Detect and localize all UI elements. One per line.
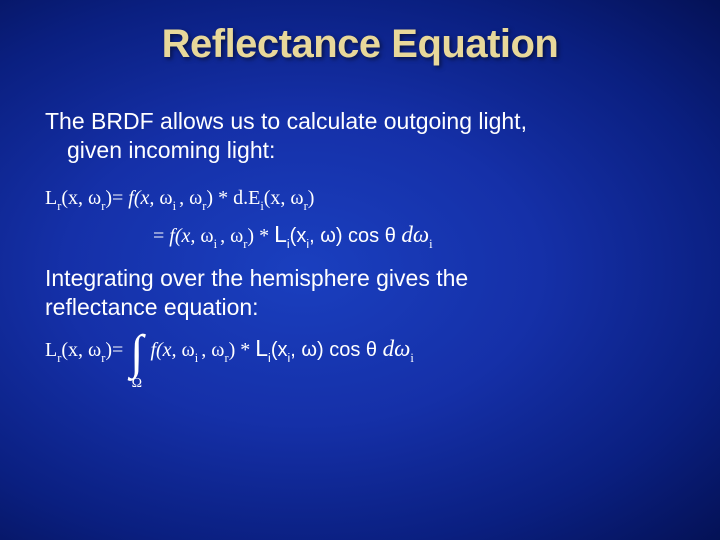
eq2-f-args-open: (x, <box>175 225 201 247</box>
eq3-L-sub: r <box>57 351 61 365</box>
eq2-cos: cos θ <box>348 225 401 247</box>
integral-icon: ∫Ω <box>130 335 143 382</box>
eq3-L: L <box>45 339 57 361</box>
slide: Reflectance Equation The BRDF allows us … <box>0 0 720 540</box>
eq3-omega-r: ω <box>211 339 224 361</box>
equation-1: Lr(x, ωr)= f(x, ωi , ωr) * d.Ei(x, ωr) <box>45 182 675 216</box>
eq3-domega: dω <box>383 336 411 361</box>
eq2-omega-r: ω <box>230 225 243 247</box>
eq1-comma: , <box>179 187 189 209</box>
intro-line-1: The BRDF allows us to calculate outgoing… <box>45 108 527 134</box>
eq3-close-star: ) * <box>229 339 256 361</box>
eq2-omega-i: ω <box>200 225 213 247</box>
eq1-dE-args-sub: r <box>304 199 308 213</box>
eq3-f-args-open: (x, <box>156 339 182 361</box>
eq2-Li-sub: i <box>287 237 290 251</box>
eq1-dE: d.E <box>233 187 260 209</box>
slide-title: Reflectance Equation <box>0 0 720 67</box>
eq3-domega-sub: i <box>410 351 413 365</box>
eq1-close-star: ) * <box>206 187 233 209</box>
eq3-Li-args-rest: , ω) <box>290 339 329 361</box>
eq1-r-sub: r <box>202 199 206 213</box>
eq2-comma: , <box>220 225 230 247</box>
integral-domain: Ω <box>132 379 142 390</box>
eq1-i-sub: i <box>173 199 180 213</box>
eq3-cos: cos θ <box>329 339 382 361</box>
intro-text: The BRDF allows us to calculate outgoing… <box>45 107 675 166</box>
mid-line-1: Integrating over the hemisphere gives th… <box>45 265 468 291</box>
eq3-Li-args-sub: i <box>287 351 290 365</box>
eq2-r-sub: r <box>243 237 247 251</box>
integral-sign: ∫ <box>130 335 143 371</box>
intro-line-2: given incoming light: <box>45 137 275 163</box>
eq2-Li-args-sub: i <box>306 237 309 251</box>
eq1-dE-close: ) <box>308 187 315 209</box>
eq2-Li: L <box>274 221 287 247</box>
eq1-dE-args: (x, ω <box>264 187 304 209</box>
equation-3: Lr(x, ωr)= ∫Ω f(x, ωi , ωr) * Li(xi, ω) … <box>45 335 675 382</box>
eq1-L: L <box>45 187 57 209</box>
eq3-args1: (x, ω <box>61 339 101 361</box>
eq1-args1: (x, ω <box>61 187 101 209</box>
body-area: The BRDF allows us to calculate outgoing… <box>0 67 720 382</box>
eq3-omega-i: ω <box>182 339 195 361</box>
eq3-Li-sub: i <box>268 351 271 365</box>
eq1-dE-sub: i <box>260 199 263 213</box>
mid-text: Integrating over the hemisphere gives th… <box>45 264 675 324</box>
eq1-f-args-open: (x, <box>134 187 160 209</box>
eq3-Li: L <box>255 335 268 361</box>
eq2-domega-sub: i <box>429 237 432 251</box>
mid-line-2: reflectance equation: <box>45 294 259 320</box>
eq3-r-sub: r <box>224 351 228 365</box>
eq3-comma: , <box>201 339 211 361</box>
eq1-args1-close: )= <box>105 187 128 209</box>
eq1-L-sub: r <box>57 199 61 213</box>
equation-2: = f(x, ωi , ωr) * Li(xi, ω) cos θ dωi <box>45 216 675 254</box>
eq1-omega-r: ω <box>189 187 202 209</box>
eq3-args1-close: )= <box>105 339 128 361</box>
eq3-i-sub: i <box>195 351 202 365</box>
eq2-Li-args-open: (x <box>290 225 307 247</box>
eq3-Li-args-open: (x <box>271 339 288 361</box>
eq2-Li-args-rest: , ω) <box>309 225 348 247</box>
eq2-close-star: ) * <box>247 225 274 247</box>
eq1-args1-sub: r <box>101 199 105 213</box>
eq2-domega: dω <box>401 222 429 247</box>
eq2-i-sub: i <box>214 237 221 251</box>
eq3-args1-sub: r <box>101 351 105 365</box>
eq2-eq: = <box>153 225 169 247</box>
eq1-omega-i: ω <box>159 187 172 209</box>
